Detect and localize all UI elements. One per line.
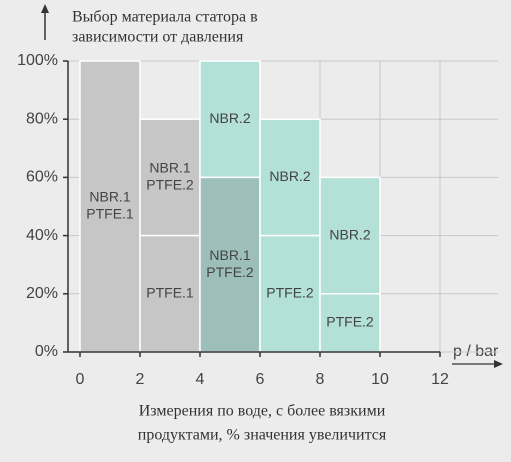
x-tick-label: 0 — [76, 371, 85, 388]
y-tick-label: 0% — [35, 343, 58, 360]
y-arrow-head — [41, 4, 49, 13]
y-tick-label: 20% — [26, 285, 58, 302]
x-tick-label: 8 — [316, 371, 325, 388]
y-tick-label: 100% — [17, 52, 58, 69]
y-tick-label: 40% — [26, 227, 58, 244]
caption: Измерения по воде, с более вязкими — [139, 403, 386, 420]
x-tick-label: 6 — [256, 371, 265, 388]
y-tick-label: 60% — [26, 169, 58, 186]
caption: продуктами, % значения увеличится — [138, 427, 387, 444]
x-tick-label: 10 — [371, 371, 389, 388]
zone — [319, 293, 381, 353]
chart-title: Выбор материала статора в — [72, 9, 258, 26]
zone-label: NBR.2 — [269, 168, 310, 184]
zone — [139, 234, 201, 353]
zone-label: NBR.1 — [89, 189, 130, 205]
x-arrow-head — [494, 360, 503, 368]
zone — [199, 60, 261, 179]
zone-label: NBR.2 — [209, 110, 250, 126]
zone-label: NBR.1 — [209, 247, 250, 263]
x-tick-label: 4 — [196, 371, 205, 388]
x-tick-label: 2 — [136, 371, 145, 388]
zone-label: PTFE.1 — [86, 206, 134, 222]
zone-label: NBR.1 — [149, 160, 190, 176]
zone-label: NBR.2 — [329, 226, 370, 242]
zone-label: PTFE.2 — [266, 285, 314, 301]
y-tick-label: 80% — [26, 110, 58, 127]
chart-title: зависимости от давления — [72, 29, 244, 46]
zone — [139, 118, 201, 237]
zone-label: PTFE.2 — [206, 264, 254, 280]
zone-label: PTFE.2 — [326, 314, 374, 330]
zone-label: PTFE.2 — [146, 177, 194, 193]
zone-label: PTFE.1 — [146, 285, 194, 301]
x-tick-label: 12 — [431, 371, 449, 388]
zone — [79, 60, 141, 353]
zone — [319, 176, 381, 295]
